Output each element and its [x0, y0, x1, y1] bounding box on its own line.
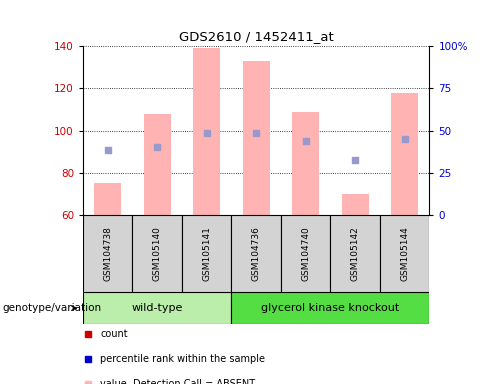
- Bar: [292, 112, 319, 215]
- Bar: [342, 194, 369, 215]
- Bar: [281, 215, 330, 292]
- Text: wild-type: wild-type: [132, 303, 183, 313]
- Point: [302, 138, 309, 144]
- Text: GSM105142: GSM105142: [351, 226, 360, 281]
- Bar: [231, 292, 429, 324]
- Bar: [83, 215, 132, 292]
- Text: GSM105141: GSM105141: [202, 226, 211, 281]
- Point: [203, 129, 211, 136]
- Text: GSM104736: GSM104736: [252, 226, 261, 281]
- Bar: [94, 184, 122, 215]
- Text: GSM105140: GSM105140: [153, 226, 162, 281]
- Text: glycerol kinase knockout: glycerol kinase knockout: [261, 303, 400, 313]
- Bar: [132, 215, 182, 292]
- Bar: [143, 114, 171, 215]
- Text: genotype/variation: genotype/variation: [2, 303, 102, 313]
- Bar: [83, 292, 231, 324]
- Bar: [330, 215, 380, 292]
- Bar: [380, 215, 429, 292]
- Point: [401, 136, 408, 142]
- Text: percentile rank within the sample: percentile rank within the sample: [100, 354, 265, 364]
- Bar: [182, 215, 231, 292]
- Bar: [243, 61, 270, 215]
- Text: GSM104740: GSM104740: [301, 226, 310, 281]
- Point: [104, 146, 112, 152]
- Text: GSM104738: GSM104738: [103, 226, 112, 281]
- Text: value, Detection Call = ABSENT: value, Detection Call = ABSENT: [100, 379, 255, 384]
- Text: GSM105144: GSM105144: [400, 226, 409, 281]
- Point: [153, 144, 161, 151]
- Bar: [193, 48, 220, 215]
- Bar: [391, 93, 418, 215]
- Text: count: count: [100, 329, 128, 339]
- Title: GDS2610 / 1452411_at: GDS2610 / 1452411_at: [179, 30, 334, 43]
- Point: [351, 157, 359, 163]
- Bar: [231, 215, 281, 292]
- Point: [252, 129, 260, 136]
